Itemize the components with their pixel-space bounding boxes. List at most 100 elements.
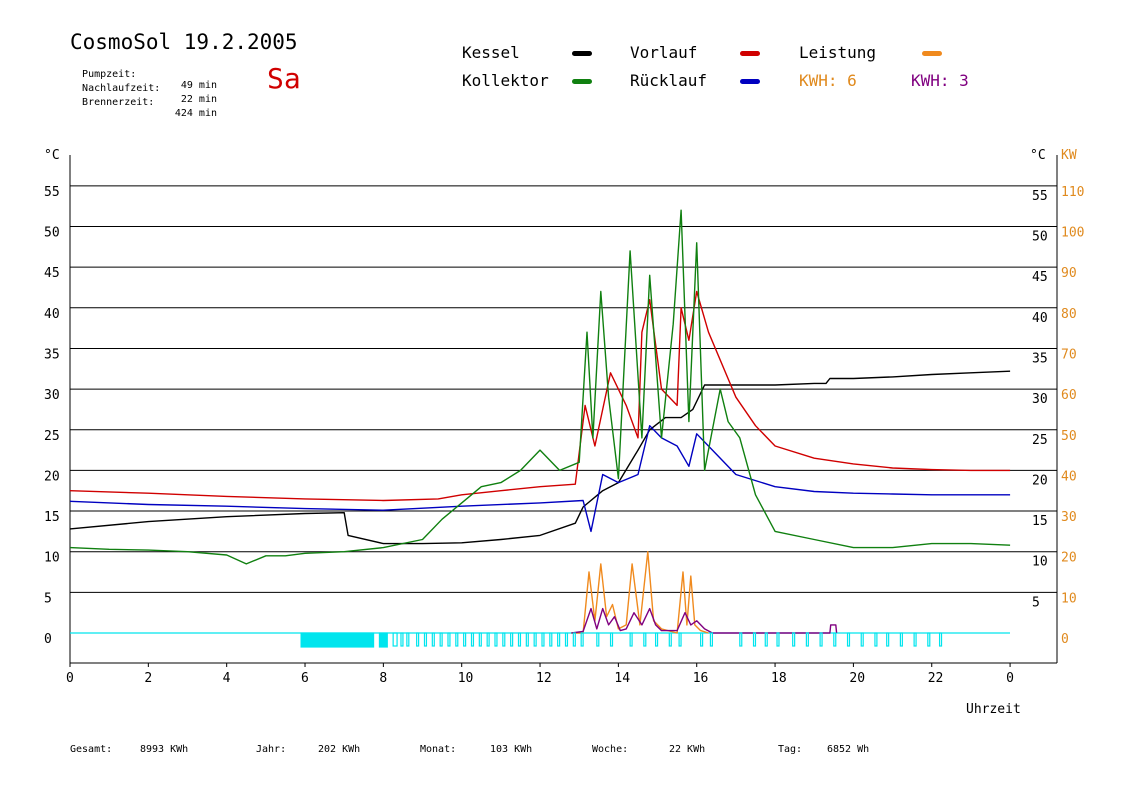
footer-jahr-value: 202 KWh <box>318 744 361 755</box>
y-tick-right-power: 100 <box>1061 226 1084 241</box>
burner-interval <box>478 632 482 647</box>
y-tick-right-temp: 35 <box>1032 351 1048 366</box>
series-line-kollektor <box>69 209 1011 565</box>
burner-interval <box>392 632 398 647</box>
burner-interval <box>752 632 757 647</box>
y-tick-left: 5 <box>44 591 52 606</box>
legend-kollektor-label: Kollektor <box>462 71 549 90</box>
y-tick-left: 30 <box>44 388 60 403</box>
stat-label: Brennerzeit: <box>82 97 155 108</box>
legend-ruecklauf-swatch <box>740 79 760 84</box>
y-tick-right-power: 90 <box>1061 266 1077 281</box>
y-tick-left: 10 <box>44 551 60 566</box>
stat-brennerzeit: Brennerzeit: 424 min <box>70 86 217 119</box>
burner-interval <box>463 632 467 647</box>
burner-interval <box>629 632 633 647</box>
y-tick-left: 40 <box>44 307 60 322</box>
y-tick-left: 35 <box>44 347 60 362</box>
burner-interval <box>833 632 837 647</box>
x-tick-label: 0 <box>66 671 74 686</box>
y-tick-right-temp: 10 <box>1032 555 1048 570</box>
burner-interval <box>764 632 768 647</box>
legend-leistung-swatch <box>922 51 942 56</box>
stat-value: 22 min <box>180 94 217 105</box>
burner-interval <box>423 632 428 647</box>
burner-interval <box>805 632 809 647</box>
burner-interval <box>486 632 490 647</box>
x-tick-label: 8 <box>379 671 387 686</box>
footer-tag-value: 6852 Wh <box>827 744 870 755</box>
legend-kessel-label: Kessel <box>462 43 520 62</box>
footer-gesamt: Gesamt: <box>70 744 112 755</box>
y-tick-left: 15 <box>44 510 60 525</box>
y-tick-right-temp: 55 <box>1032 189 1048 204</box>
footer-gesamt-value: 8993 KWh <box>140 744 189 755</box>
burner-interval <box>564 632 569 647</box>
y-unit-left: °C <box>44 148 60 163</box>
legend-ruecklauf-label: Rücklauf <box>630 71 708 90</box>
burner-interval <box>609 632 614 647</box>
burner-interval <box>525 632 529 647</box>
y-tick-right-power: 50 <box>1061 429 1077 444</box>
footer-woche: Woche: <box>592 744 629 755</box>
burner-interval <box>899 632 903 647</box>
burner-interval <box>654 632 659 647</box>
burner-interval <box>874 632 878 647</box>
page-title: CosmoSol 19.2.2005 <box>70 30 298 54</box>
burner-interval <box>533 632 537 647</box>
y-tick-right-power: 80 <box>1061 307 1077 322</box>
weekday-label: Sa <box>267 62 301 95</box>
series-line-pumpe <box>571 607 838 634</box>
footer-label: Gesamt: <box>70 744 113 755</box>
x-axis-label: Uhrzeit <box>966 702 1021 717</box>
series-line-kessel <box>69 370 1011 545</box>
footer-monat-value: 103 KWh <box>490 744 533 755</box>
burner-interval <box>447 632 451 647</box>
y-tick-right-temp: 20 <box>1032 473 1048 488</box>
burner-interval <box>494 632 498 647</box>
y-tick-right-power: 40 <box>1061 469 1077 484</box>
burner-interval <box>502 632 506 647</box>
series-line-rücklauf <box>69 425 1011 533</box>
stat-label: Nachlaufzeit: <box>82 83 161 94</box>
burner-interval <box>668 632 672 647</box>
burner-interval <box>860 632 864 647</box>
x-tick-label: 18 <box>771 671 787 686</box>
x-tick-label: 2 <box>144 671 152 686</box>
y-tick-right-power: 60 <box>1061 388 1077 403</box>
legend-kessel-swatch <box>572 51 592 56</box>
legend-kwh-pump: KWH: 3 <box>911 71 969 90</box>
burner-interval <box>700 632 704 647</box>
y-tick-right-temp: 5 <box>1032 595 1040 610</box>
burner-interval <box>792 632 796 647</box>
y-tick-right-power: 10 <box>1061 591 1077 606</box>
y-tick-left: 25 <box>44 429 60 444</box>
x-tick-label: 10 <box>458 671 474 686</box>
legend-vorlauf-swatch <box>740 51 760 56</box>
burner-interval <box>886 632 890 647</box>
stat-nachlaufzeit: Nachlaufzeit: 22 min <box>70 72 217 105</box>
burner-interval <box>541 632 545 647</box>
burner-interval <box>439 632 443 647</box>
burner-interval <box>416 632 420 647</box>
x-tick-label: 0 <box>1006 671 1014 686</box>
stat-value: 49 min <box>180 80 217 91</box>
burner-interval <box>927 632 931 647</box>
legend-vorlauf-label: Vorlauf <box>630 43 698 62</box>
burner-interval <box>596 632 600 647</box>
y-tick-left: 55 <box>44 185 60 200</box>
y-tick-right-temp: 25 <box>1032 433 1048 448</box>
footer-tag: Tag: <box>778 744 803 755</box>
y-unit-power: KW <box>1061 148 1077 163</box>
x-tick-label: 4 <box>223 671 231 686</box>
y-tick-right-temp: 45 <box>1032 270 1048 285</box>
burner-interval <box>739 632 743 647</box>
burner-interval <box>431 632 435 647</box>
burner-interval <box>517 632 522 647</box>
burner-interval <box>455 632 459 647</box>
y-unit-right: °C <box>1030 148 1046 163</box>
y-tick-right-power: 70 <box>1061 347 1077 362</box>
stat-label: Pumpzeit: <box>82 69 137 80</box>
y-tick-right-power: 110 <box>1061 185 1084 200</box>
